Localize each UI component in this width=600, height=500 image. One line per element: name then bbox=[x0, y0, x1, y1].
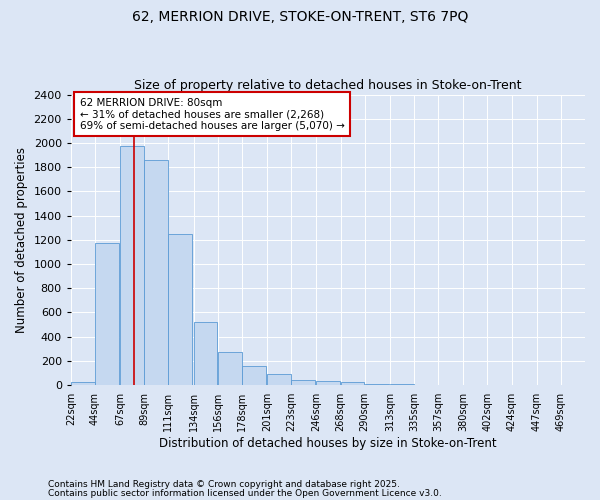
Text: Contains public sector information licensed under the Open Government Licence v3: Contains public sector information licen… bbox=[48, 489, 442, 498]
Bar bbox=[291, 380, 315, 385]
Y-axis label: Number of detached properties: Number of detached properties bbox=[15, 147, 28, 333]
Bar bbox=[242, 366, 266, 385]
Bar bbox=[95, 243, 119, 385]
Bar bbox=[169, 234, 192, 385]
Text: 62, MERRION DRIVE, STOKE-ON-TRENT, ST6 7PQ: 62, MERRION DRIVE, STOKE-ON-TRENT, ST6 7… bbox=[132, 10, 468, 24]
Bar bbox=[341, 382, 364, 385]
X-axis label: Distribution of detached houses by size in Stoke-on-Trent: Distribution of detached houses by size … bbox=[159, 437, 497, 450]
Bar bbox=[390, 384, 414, 385]
Bar bbox=[71, 382, 95, 385]
Bar bbox=[316, 381, 340, 385]
Bar bbox=[365, 384, 389, 385]
Title: Size of property relative to detached houses in Stoke-on-Trent: Size of property relative to detached ho… bbox=[134, 79, 521, 92]
Bar bbox=[218, 352, 242, 385]
Bar bbox=[120, 146, 144, 385]
Bar bbox=[144, 160, 168, 385]
Bar bbox=[194, 322, 217, 385]
Text: Contains HM Land Registry data © Crown copyright and database right 2025.: Contains HM Land Registry data © Crown c… bbox=[48, 480, 400, 489]
Text: 62 MERRION DRIVE: 80sqm
← 31% of detached houses are smaller (2,268)
69% of semi: 62 MERRION DRIVE: 80sqm ← 31% of detache… bbox=[80, 98, 344, 131]
Bar bbox=[267, 374, 291, 385]
